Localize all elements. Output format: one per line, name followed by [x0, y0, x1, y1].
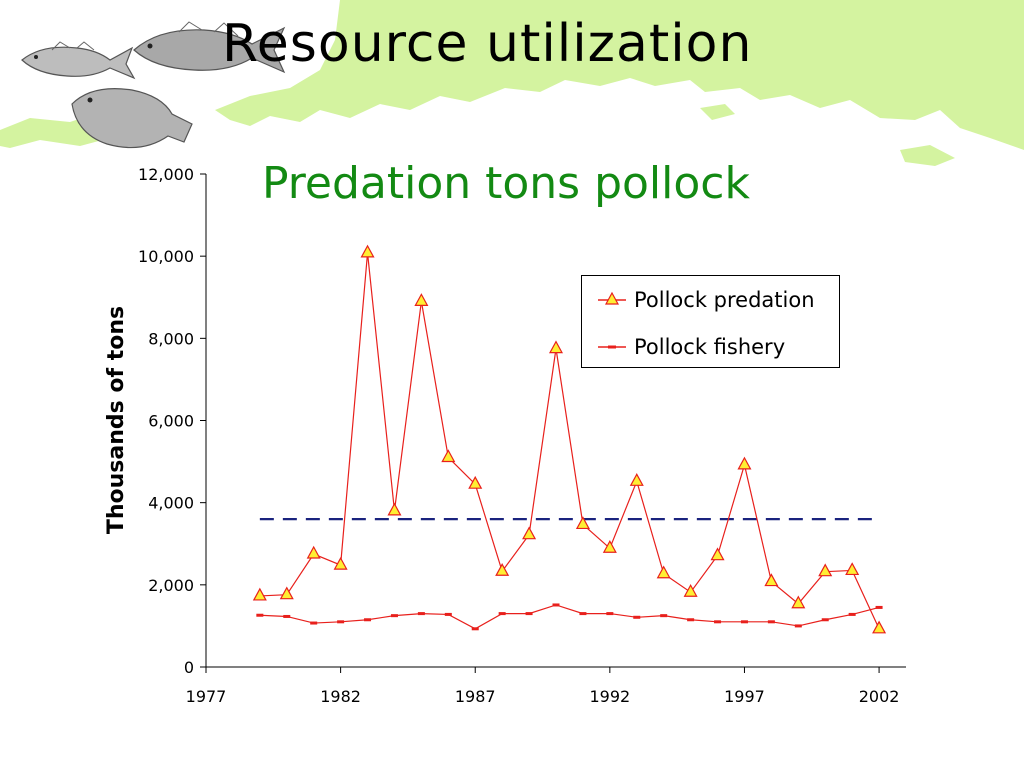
island-2	[700, 104, 735, 120]
y-tick-label: 10,000	[138, 247, 194, 266]
fishery-data-point	[256, 613, 264, 617]
fishery-series-line	[259, 604, 880, 630]
legend-item-predation: Pollock predation	[596, 288, 815, 312]
fishery-data-point	[525, 612, 533, 616]
predation-data-point	[575, 516, 590, 530]
island-1	[900, 145, 955, 166]
x-tick-label: 1992	[589, 687, 630, 706]
slide-title: Resource utilization	[222, 14, 753, 74]
predation-data-point	[279, 586, 294, 600]
fishery-data-point	[310, 621, 318, 625]
y-axis-label: Thousands of tons	[104, 306, 129, 534]
fishery-data-point	[337, 620, 345, 624]
fishery-data-point	[633, 615, 641, 619]
predation-data-point	[495, 563, 510, 576]
fishery-data-point	[875, 605, 883, 609]
fishery-data-point	[821, 618, 829, 622]
y-tick-label: 4,000	[148, 494, 194, 513]
predation-data-point	[468, 475, 483, 489]
predation-data-point	[845, 562, 860, 576]
x-tick-label: 2002	[859, 687, 900, 706]
predation-data-point	[548, 340, 564, 354]
predation-data-point	[764, 573, 779, 587]
fishery-data-point	[552, 603, 560, 607]
chart-ticks: 0 2,000 4,000 6,000 8,000 10,000 12,000 1977 198…	[138, 165, 899, 706]
y-tick-label: 8,000	[148, 329, 194, 348]
legend-item-fishery: Pollock fishery	[596, 335, 785, 359]
fishery-data-point	[471, 627, 479, 631]
predation-data-point	[629, 473, 644, 486]
predation-data-point	[602, 540, 617, 553]
predation-data-point	[872, 620, 887, 634]
fishery-data-point	[283, 614, 291, 618]
y-tick-label: 6,000	[148, 412, 194, 431]
y-tick-label: 12,000	[138, 165, 194, 184]
fishery-data-point	[794, 624, 802, 628]
predation-data-point	[683, 583, 698, 597]
predation-data-point	[441, 449, 456, 463]
predation-data-point	[252, 587, 267, 601]
x-tick-label: 1997	[724, 687, 765, 706]
legend-triangle-marker	[598, 291, 626, 305]
fishery-data-point	[606, 612, 614, 616]
fishery-data-point	[498, 612, 506, 616]
predation-data-point	[387, 502, 402, 516]
legend-label-fishery: Pollock fishery	[634, 335, 786, 359]
fishery-data-point	[579, 612, 587, 616]
predation-data-point	[522, 526, 537, 540]
fishery-data-point	[417, 612, 425, 616]
predation-data-point	[791, 595, 806, 609]
x-tick-label: 1982	[320, 687, 361, 706]
cod-fish-icon	[21, 41, 136, 80]
fishery-data-point	[390, 614, 398, 618]
x-tick-label: 1987	[455, 687, 496, 706]
chart-axes	[205, 174, 906, 668]
predation-data-point	[656, 565, 671, 579]
chart-legend: Pollock predation Pollock fishery	[581, 275, 840, 368]
predation-data-point	[818, 563, 833, 577]
fishery-data-point	[767, 620, 775, 624]
predation-data-point	[414, 293, 429, 306]
pollock-fish-icon	[133, 21, 286, 74]
fishery-data-point	[660, 614, 668, 618]
predation-data-point	[333, 556, 348, 570]
fishery-data-point	[364, 618, 372, 622]
legend-label-predation: Pollock predation	[634, 288, 815, 312]
fishery-data-point	[687, 618, 695, 622]
fishery-data-point	[444, 612, 452, 616]
predation-data-point	[306, 545, 321, 559]
flatfish-icon	[71, 88, 193, 149]
land-mass-east	[215, 0, 1024, 150]
predation-data-point	[737, 456, 752, 470]
chart-title: Predation tons pollock	[262, 158, 750, 209]
predation-data-point	[710, 547, 725, 561]
y-tick-label: 2,000	[148, 576, 194, 595]
fishery-data-point	[848, 612, 856, 616]
fishery-data-point	[740, 620, 748, 624]
chart-series	[252, 244, 887, 634]
fishery-data-point	[714, 620, 722, 624]
legend-dash-marker	[598, 345, 626, 349]
y-tick-label: 0	[184, 658, 194, 677]
x-tick-label: 1977	[186, 687, 227, 706]
predation-data-point	[360, 244, 375, 258]
